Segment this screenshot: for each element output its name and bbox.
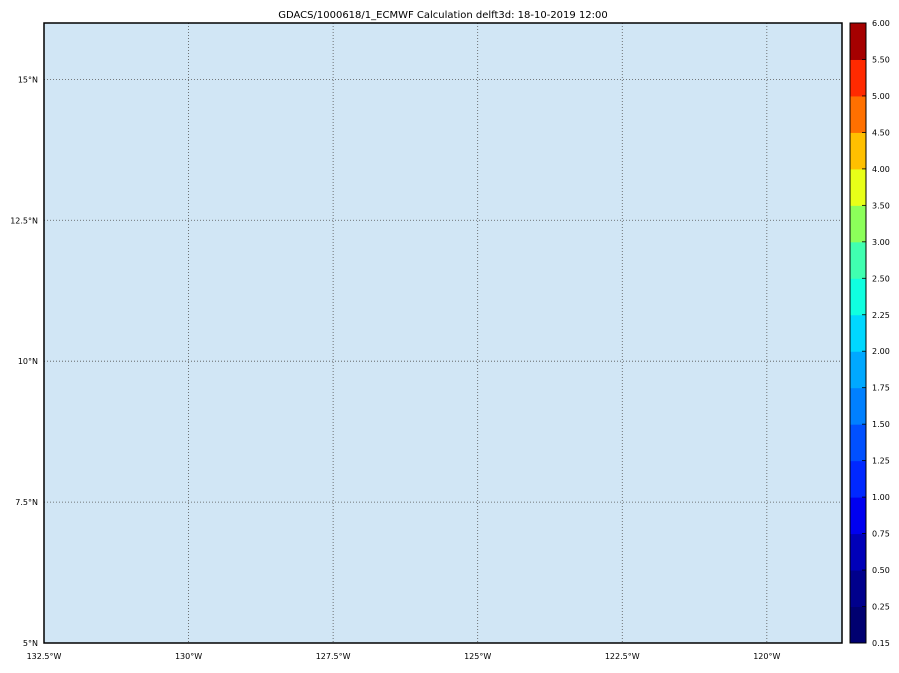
- colorbar-label: 3.00: [872, 238, 890, 247]
- colorbar-segment: [850, 59, 866, 97]
- longitude-label: 125°W: [464, 652, 491, 661]
- ocean-area: [44, 23, 842, 643]
- colorbar-label: 5.50: [872, 55, 890, 64]
- latitude-label: 5°N: [23, 639, 38, 648]
- latitude-label: 10°N: [18, 357, 38, 366]
- colorbar-label: 2.50: [872, 274, 890, 283]
- longitude-label: 127.5°W: [316, 652, 351, 661]
- colorbar-segment: [850, 278, 866, 316]
- latitude-labels: 5°N 7.5°N 10°N 12.5°N 15°N: [10, 75, 38, 648]
- colorbar-label: 0.25: [872, 603, 890, 612]
- colorbar-segment: [850, 351, 866, 389]
- colorbar-label: 6.00: [872, 19, 890, 28]
- colorbar-segment: [850, 132, 866, 170]
- colorbar-frame: [849, 22, 867, 644]
- colorbar-segment: [850, 533, 866, 571]
- colorbar-segment: [850, 205, 866, 243]
- colorbar-label: 1.75: [872, 384, 890, 393]
- colorbar-label: 2.25: [872, 311, 890, 320]
- colorbar: 0.15 0.25 0.50 0.75 1.00 1.25 1.50 1.75 2.00 2.25…: [849, 19, 890, 648]
- latitude-label: 12.5°N: [10, 216, 38, 225]
- colorbar-label: 0.75: [872, 530, 890, 539]
- colorbar-label: 3.50: [872, 201, 890, 210]
- colorbar-segment: [850, 95, 866, 133]
- longitude-label: 132.5°W: [27, 652, 62, 661]
- colorbar-segment: [850, 424, 866, 462]
- colorbar-label: 4.00: [872, 165, 890, 174]
- longitude-label: 122.5°W: [605, 652, 640, 661]
- colorbar-label: 1.25: [872, 457, 890, 466]
- colorbar-segment: [850, 23, 866, 60]
- graticule: [44, 23, 842, 643]
- longitude-label: 130°W: [175, 652, 202, 661]
- map-frame: [43, 22, 843, 644]
- colorbar-segment: [850, 606, 866, 644]
- colorbar-label: 1.50: [872, 420, 890, 429]
- colorbar-label: 0.50: [872, 566, 890, 575]
- colorbar-segment: [850, 168, 866, 206]
- longitude-labels: 132.5°W 130°W 127.5°W 125°W 122.5°W 120°W: [27, 652, 781, 661]
- colorbar-label: 1.00: [872, 493, 890, 502]
- colorbar-segment: [850, 460, 866, 498]
- colorbar-label: 5.00: [872, 92, 890, 101]
- colorbar-label: 2.00: [872, 347, 890, 356]
- longitude-label: 120°W: [753, 652, 780, 661]
- colorbar-segment: [850, 570, 866, 608]
- colorbar-label: 0.15: [872, 639, 890, 648]
- colorbar-segment: [850, 497, 866, 535]
- map-title: GDACS/1000618/1_ECMWF Calculation delft3…: [278, 10, 608, 21]
- latitude-label: 7.5°N: [15, 498, 38, 507]
- latitude-label: 15°N: [18, 75, 38, 84]
- colorbar-label: 4.50: [872, 128, 890, 137]
- colorbar-segment: [850, 387, 866, 425]
- colorbar-segment: [850, 241, 866, 279]
- colorbar-segment: [850, 314, 866, 352]
